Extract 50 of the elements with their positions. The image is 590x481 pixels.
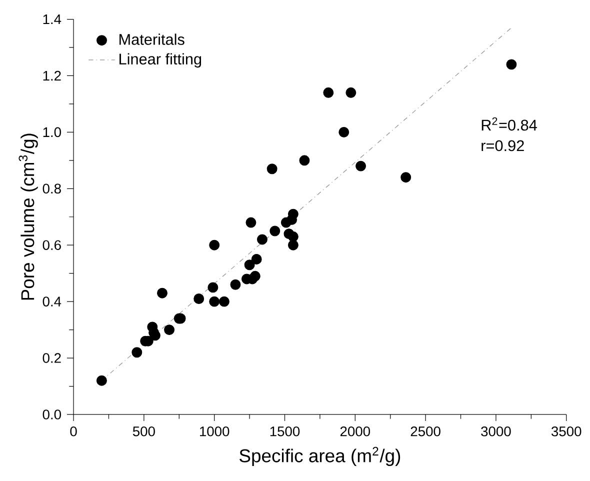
point (400, 172, 412, 183)
point (244, 260, 255, 270)
point (338, 126, 350, 138)
point (288, 231, 298, 242)
point (323, 87, 334, 98)
point (356, 160, 366, 172)
point (157, 288, 168, 298)
point (288, 240, 298, 250)
point (230, 279, 241, 290)
point (506, 59, 517, 70)
point (251, 254, 262, 264)
point (346, 87, 356, 98)
annotation: R$^{2}$=0.84 (482, 117, 537, 131)
y-tick-label: 1.0 (43, 127, 61, 138)
point (132, 347, 142, 358)
point (266, 164, 278, 174)
x-tick-label: 3500 (551, 426, 582, 436)
y-tick-label: 0.0 (42, 410, 61, 420)
legend-label: Materitals (120, 34, 184, 45)
y-tick-label: 0.2 (42, 353, 61, 363)
point (209, 296, 220, 307)
point (96, 375, 107, 386)
y-axis-title: Pore volume (cm$^{3}$/g) (18, 134, 38, 300)
point (299, 155, 310, 166)
x-tick-label: 2000 (340, 426, 370, 436)
point (256, 234, 268, 245)
x-tick-label: 1500 (270, 426, 300, 436)
x-tick-label: 3000 (481, 426, 511, 436)
point (288, 208, 298, 220)
y-tick-label: 1.4 (43, 14, 62, 24)
point (208, 282, 218, 293)
point (270, 226, 280, 236)
x-tick-label: 500 (132, 426, 155, 436)
annotation: r=0.92 (482, 140, 524, 152)
point (164, 324, 175, 336)
y-tick-label: 1.2 (43, 70, 61, 81)
legend-label: Linear fitting (120, 53, 202, 68)
point (209, 240, 220, 250)
point (250, 270, 260, 282)
y-tick-label: 0.4 (42, 296, 62, 306)
x-tick-label: 1000 (200, 426, 230, 436)
point (194, 294, 204, 304)
y-tick-label: 0.6 (42, 240, 61, 250)
x-tick-label: 0 (70, 426, 77, 436)
point (150, 330, 160, 341)
x-tick-label: 2500 (410, 426, 440, 436)
x-axis-title: Specific area (m$^{2}$/g) (240, 446, 400, 466)
point (218, 296, 230, 307)
y-tick-label: 0.8 (42, 184, 61, 194)
point (246, 217, 256, 228)
